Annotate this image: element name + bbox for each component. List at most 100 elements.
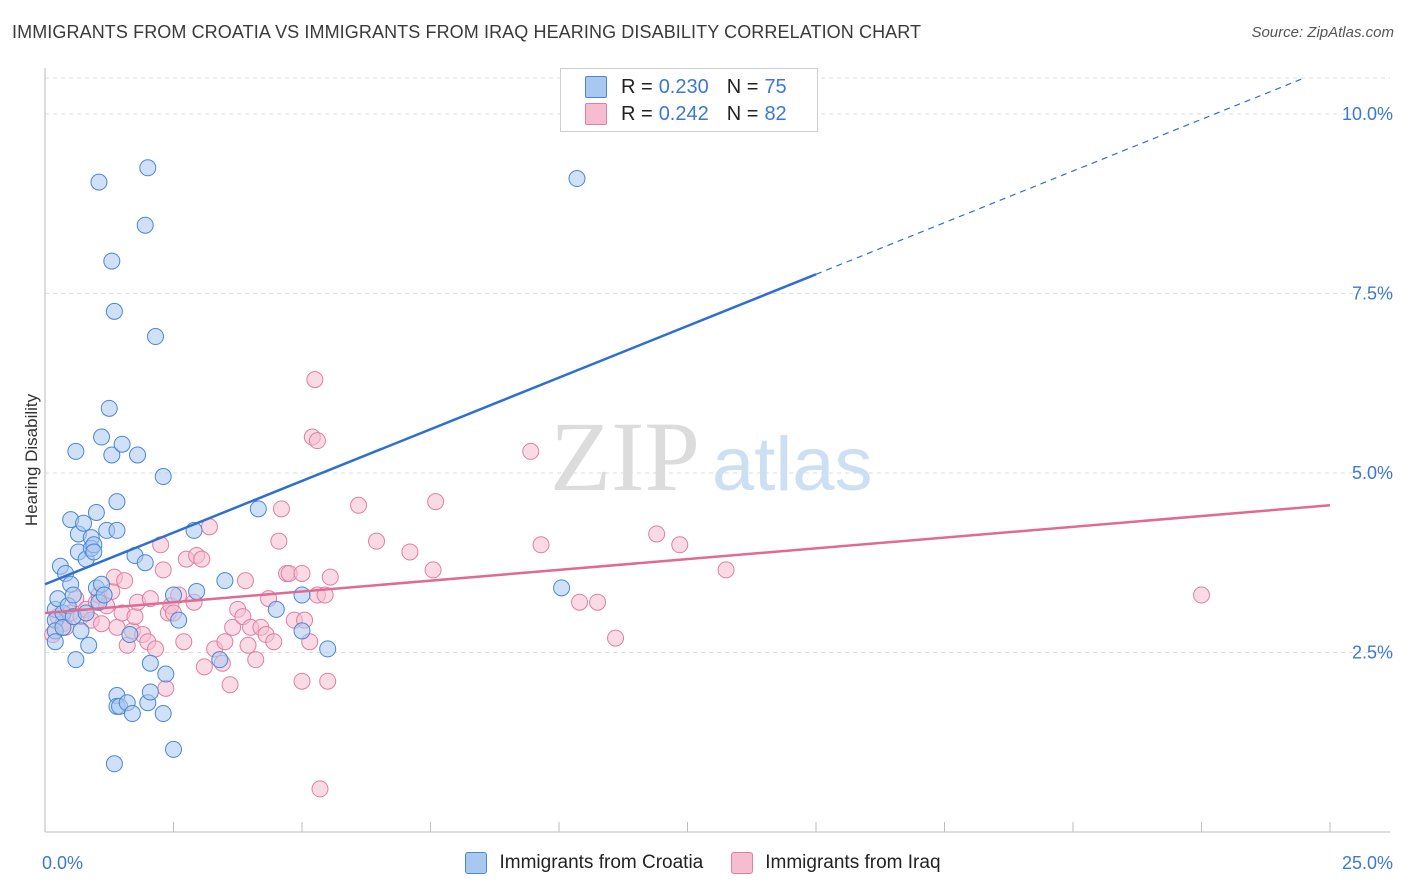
trend-lines bbox=[44, 77, 1331, 615]
iraq-point bbox=[236, 572, 254, 590]
croatia-point bbox=[105, 755, 123, 773]
y-tick-label: 2.5% bbox=[1352, 642, 1393, 662]
iraq-point bbox=[532, 536, 550, 554]
croatia-point bbox=[93, 428, 111, 446]
croatia-point bbox=[95, 586, 113, 604]
iraq-point bbox=[175, 633, 193, 651]
y-tick-label: 10.0% bbox=[1342, 104, 1393, 124]
croatia-point bbox=[129, 446, 147, 464]
iraq-point bbox=[147, 640, 165, 658]
iraq-point bbox=[306, 371, 324, 389]
iraq-point bbox=[157, 679, 175, 697]
croatia-point bbox=[139, 159, 157, 177]
croatia-point bbox=[136, 554, 154, 572]
iraq-point bbox=[126, 608, 144, 626]
grid-lines bbox=[45, 77, 1390, 653]
croatia-point bbox=[216, 572, 234, 590]
croatia-points bbox=[46, 159, 586, 773]
iraq-point bbox=[272, 500, 290, 518]
tick-labels: 2.5% 5.0% 7.5% 10.0% 0.0% 25.0% bbox=[42, 104, 1393, 873]
croatia-point bbox=[165, 740, 182, 758]
croatia-point bbox=[75, 514, 93, 532]
croatia-point bbox=[141, 683, 159, 701]
legend-row-croatia: R = 0.230 N = 75 bbox=[585, 75, 787, 99]
watermark-atlas: atlas bbox=[712, 422, 873, 507]
croatia-point bbox=[553, 579, 571, 597]
legend-row-iraq: R = 0.242 N = 82 bbox=[585, 102, 787, 126]
iraq-point bbox=[116, 572, 134, 590]
chart-title: IMMIGRANTS FROM CROATIA VS IMMIGRANTS FR… bbox=[12, 22, 922, 42]
watermark-zip: ZIP bbox=[550, 401, 700, 512]
croatia-point bbox=[141, 654, 159, 672]
croatia-point bbox=[108, 521, 126, 539]
iraq-point bbox=[270, 532, 288, 550]
y-tick-label: 7.5% bbox=[1352, 283, 1393, 303]
iraq-point bbox=[1193, 586, 1210, 604]
iraq-point bbox=[193, 550, 211, 568]
legend-item-croatia[interactable]: Immigrants from Croatia bbox=[465, 852, 703, 874]
croatia-point bbox=[293, 586, 311, 604]
croatia-point bbox=[103, 252, 121, 270]
iraq-point bbox=[648, 525, 666, 543]
croatia-point bbox=[267, 600, 285, 618]
croatia-point bbox=[103, 446, 121, 464]
iraq-point bbox=[671, 536, 689, 554]
croatia-point bbox=[188, 582, 206, 600]
iraq-point bbox=[224, 618, 242, 636]
croatia-point bbox=[154, 705, 172, 723]
n-value: 75 bbox=[764, 75, 787, 98]
correlation-legend: R = 0.230 N = 75 R = 0.242 N = 82 bbox=[560, 68, 818, 132]
croatia-point bbox=[123, 705, 141, 723]
croatia-point bbox=[87, 503, 105, 521]
croatia-point bbox=[154, 468, 172, 486]
croatia-swatch bbox=[585, 76, 607, 98]
croatia-point bbox=[90, 173, 108, 191]
iraq-point bbox=[195, 658, 213, 676]
croatia-point bbox=[568, 170, 586, 188]
axes bbox=[44, 68, 1390, 833]
croatia-point bbox=[64, 586, 82, 604]
iraq-point bbox=[424, 561, 442, 579]
n-label: N = bbox=[726, 102, 759, 125]
croatia-trend-extension bbox=[815, 77, 1305, 275]
x-tick-label: 25.0% bbox=[1342, 853, 1393, 873]
iraq-point bbox=[717, 561, 735, 579]
croatia-point bbox=[319, 640, 337, 658]
iraq-point bbox=[293, 564, 311, 582]
croatia-point bbox=[72, 622, 90, 640]
iraq-point bbox=[319, 672, 337, 690]
iraq-point bbox=[154, 561, 172, 579]
croatia-point bbox=[77, 604, 95, 622]
croatia-point bbox=[293, 622, 311, 640]
iraq-point bbox=[522, 442, 540, 460]
iraq-point bbox=[247, 651, 265, 669]
croatia-point bbox=[211, 651, 229, 669]
croatia-swatch bbox=[465, 852, 488, 874]
croatia-point bbox=[113, 435, 131, 453]
legend-item-iraq[interactable]: Immigrants from Iraq bbox=[731, 852, 941, 874]
croatia-point bbox=[121, 626, 139, 644]
croatia-point bbox=[249, 500, 267, 518]
r-label: R = bbox=[621, 102, 653, 125]
n-label: N = bbox=[726, 75, 759, 98]
iraq-point bbox=[350, 496, 368, 514]
iraq-point bbox=[589, 593, 607, 611]
croatia-point bbox=[157, 665, 175, 683]
iraq-point bbox=[368, 532, 386, 550]
iraq-point bbox=[221, 676, 239, 694]
y-tick-label: 5.0% bbox=[1352, 463, 1393, 483]
iraq-point bbox=[311, 780, 329, 798]
legend-label-croatia: Immigrants from Croatia bbox=[499, 852, 704, 873]
croatia-point bbox=[170, 611, 188, 629]
croatia-point bbox=[136, 216, 154, 234]
source-label: Source: ZipAtlas.com bbox=[1251, 24, 1394, 41]
croatia-point bbox=[108, 493, 126, 511]
iraq-point bbox=[216, 633, 234, 651]
iraq-point bbox=[308, 432, 326, 450]
n-value: 82 bbox=[764, 102, 787, 125]
series-legend: Immigrants from Croatia Immigrants from … bbox=[0, 852, 1406, 874]
croatia-point bbox=[54, 618, 72, 636]
iraq-trend-line bbox=[44, 504, 1331, 615]
iraq-point bbox=[427, 493, 445, 511]
r-value: 0.242 bbox=[658, 102, 709, 125]
